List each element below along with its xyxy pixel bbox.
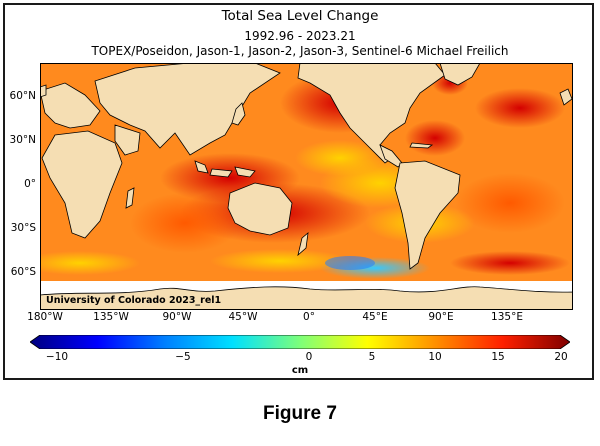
colorbar-tick: 15 (491, 351, 505, 363)
lon-tick: 180°W (27, 311, 63, 323)
lat-tick: 60°S (10, 266, 36, 278)
colorbar-tick: 5 (368, 351, 376, 363)
map-period: 1992.96 - 2023.21 (244, 29, 356, 43)
lon-tick: 135°E (491, 311, 523, 323)
colorbar-tick: 20 (554, 351, 568, 363)
lat-tick: 0° (24, 178, 36, 190)
lon-tick: 90°E (428, 311, 454, 323)
lat-tick: 30°N (9, 134, 36, 146)
data-credit: University of Colorado 2023_rel1 (46, 295, 222, 306)
lon-tick: 90°W (162, 311, 192, 323)
lon-tick: 45°W (228, 311, 258, 323)
colorbar-tick: 10 (428, 351, 442, 363)
colorbar-tick: −5 (175, 351, 191, 363)
antarctica (40, 286, 573, 310)
colorbar-unit: cm (291, 365, 309, 376)
colorbar-scale (30, 335, 570, 349)
sea-level-anomalies (40, 71, 570, 279)
map-missions: TOPEX/Poseidon, Jason-1, Jason-2, Jason-… (91, 44, 509, 58)
continents (40, 63, 573, 270)
lon-tick: 45°E (362, 311, 388, 323)
colorbar (30, 335, 570, 349)
lat-tick: 60°N (9, 90, 36, 102)
lat-tick: 30°S (10, 222, 36, 234)
map-title: Total Sea Level Change (221, 8, 379, 24)
colorbar-tick: −10 (45, 351, 69, 363)
colorbar-tick: 0 (305, 351, 313, 363)
lon-tick: 135°W (93, 311, 129, 323)
figure-caption: Figure 7 (263, 403, 337, 424)
sea-level-map (40, 63, 573, 310)
lon-tick: 0° (303, 311, 315, 323)
